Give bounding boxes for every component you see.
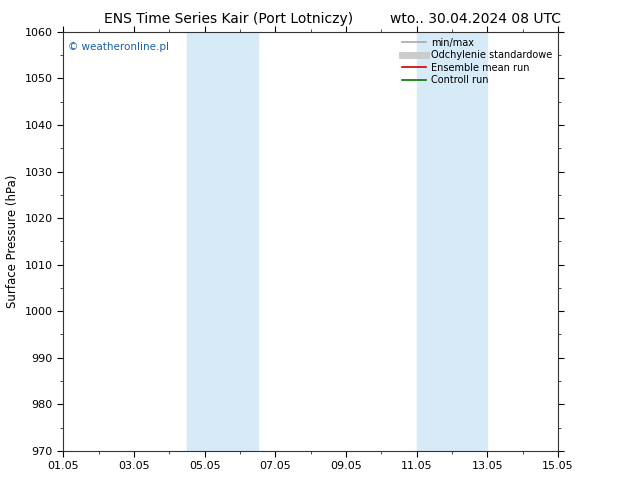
- Text: © weatheronline.pl: © weatheronline.pl: [68, 42, 169, 52]
- Legend: min/max, Odchylenie standardowe, Ensemble mean run, Controll run: min/max, Odchylenie standardowe, Ensembl…: [398, 34, 556, 89]
- Bar: [417, 32, 488, 451]
- Text: wto.. 30.04.2024 08 UTC: wto.. 30.04.2024 08 UTC: [390, 12, 561, 26]
- Bar: [187, 32, 257, 451]
- Y-axis label: Surface Pressure (hPa): Surface Pressure (hPa): [6, 174, 19, 308]
- Text: ENS Time Series Kair (Port Lotniczy): ENS Time Series Kair (Port Lotniczy): [104, 12, 353, 26]
